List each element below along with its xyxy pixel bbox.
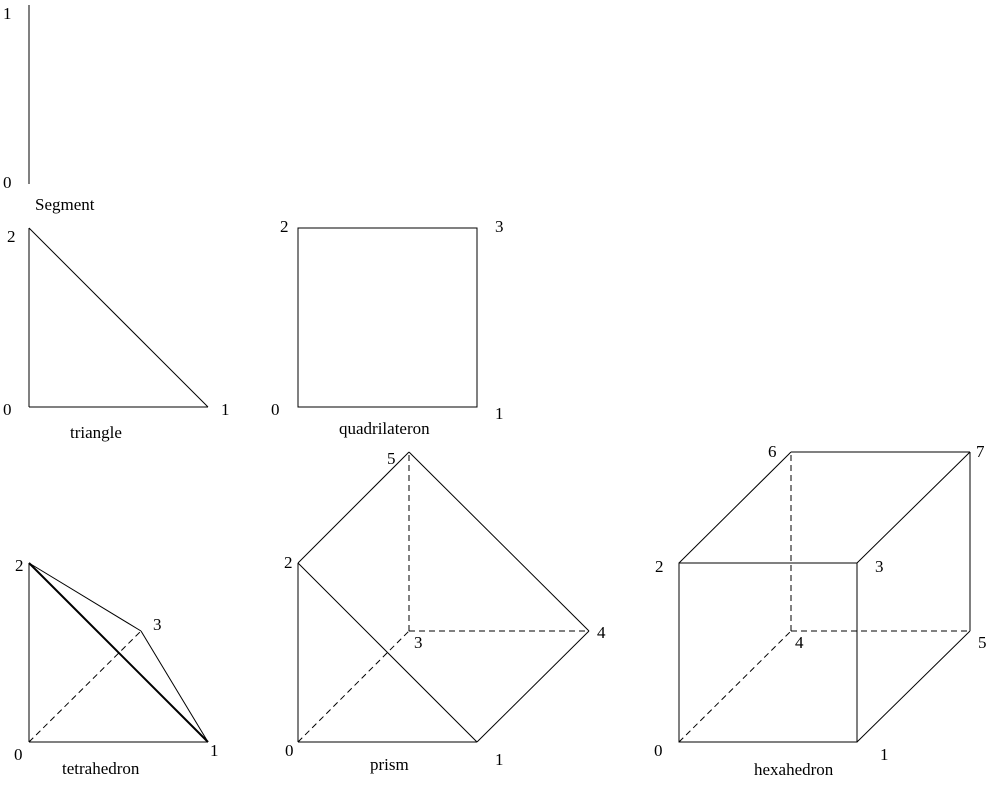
segment-figure: 0 1 Segment: [3, 4, 95, 214]
triangle-vertex-0-label: 0: [3, 400, 12, 419]
prism-edge-1-2: [297, 562, 478, 743]
tetrahedron-vertex-0-label: 0: [14, 745, 23, 764]
prism-figure: 0 1 2 3 4 5 prism: [284, 449, 606, 774]
prism-vertex-5-label: 5: [387, 449, 396, 468]
quadrilateral-caption: quadrilateron: [339, 419, 430, 438]
prism-edge-4-5: [408, 451, 590, 632]
quadrilateral-vertex-2-label: 2: [280, 217, 289, 236]
prism-edge-1-4: [476, 630, 590, 743]
prism-caption: prism: [370, 755, 409, 774]
triangle-vertex-2-label: 2: [7, 227, 16, 246]
triangle-figure: 0 1 2 triangle: [3, 227, 230, 442]
hexahedron-front-face: [678, 562, 858, 743]
hexahedron-caption: hexahedron: [754, 760, 834, 779]
tetrahedron-caption: tetrahedron: [62, 759, 140, 778]
hexahedron-vertex-1-label: 1: [880, 745, 889, 764]
tetrahedron-vertex-3-label: 3: [153, 615, 162, 634]
tetrahedron-edge-2-3: [28, 562, 142, 632]
quadrilateral-outline: [297, 227, 478, 408]
prism-vertex-2-label: 2: [284, 553, 293, 572]
hexahedron-vertex-0-label: 0: [654, 741, 663, 760]
hexahedron-vertex-2-label: 2: [655, 557, 664, 576]
prism-vertex-1-label: 1: [495, 750, 504, 769]
tetrahedron-figure: 0 1 2 3 tetrahedron: [14, 556, 219, 778]
tetrahedron-edge-1-2: [28, 562, 209, 743]
hexahedron-edge-2-6: [678, 451, 792, 564]
hexahedron-vertex-4-label: 4: [795, 633, 804, 652]
hexahedron-edge-3-7: [856, 451, 971, 564]
prism-vertex-0-label: 0: [285, 741, 294, 760]
prism-hidden-edge-0-3: [297, 630, 410, 743]
prism-vertex-3-label: 3: [414, 633, 423, 652]
quadrilateral-figure: 0 1 2 3 quadrilateron: [271, 217, 504, 438]
hexahedron-vertex-5-label: 5: [978, 633, 987, 652]
segment-caption: Segment: [35, 195, 95, 214]
hexahedron-vertex-6-label: 6: [768, 442, 777, 461]
triangle-edge-1-2: [28, 227, 209, 408]
tetrahedron-hidden-edge-0-3: [28, 630, 142, 743]
segment-vertex-1-label: 1: [3, 4, 12, 23]
tetrahedron-vertex-1-label: 1: [210, 741, 219, 760]
triangle-vertex-1-label: 1: [221, 400, 230, 419]
quadrilateral-vertex-1-label: 1: [495, 404, 504, 423]
hexahedron-vertex-7-label: 7: [976, 442, 985, 461]
hexahedron-edge-1-5: [856, 630, 971, 743]
prism-edge-2-5: [297, 451, 410, 564]
hexahedron-hidden-edge-0-4: [678, 630, 792, 743]
tetrahedron-edge-1-3: [140, 630, 209, 743]
hexahedron-figure: 0 1 2 3 4 5 6 7 hexahedron: [654, 442, 987, 779]
segment-vertex-0-label: 0: [3, 173, 12, 192]
quadrilateral-vertex-0-label: 0: [271, 400, 280, 419]
triangle-caption: triangle: [70, 423, 122, 442]
quadrilateral-vertex-3-label: 3: [495, 217, 504, 236]
prism-vertex-4-label: 4: [597, 623, 606, 642]
hexahedron-vertex-3-label: 3: [875, 557, 884, 576]
tetrahedron-vertex-2-label: 2: [15, 556, 24, 575]
